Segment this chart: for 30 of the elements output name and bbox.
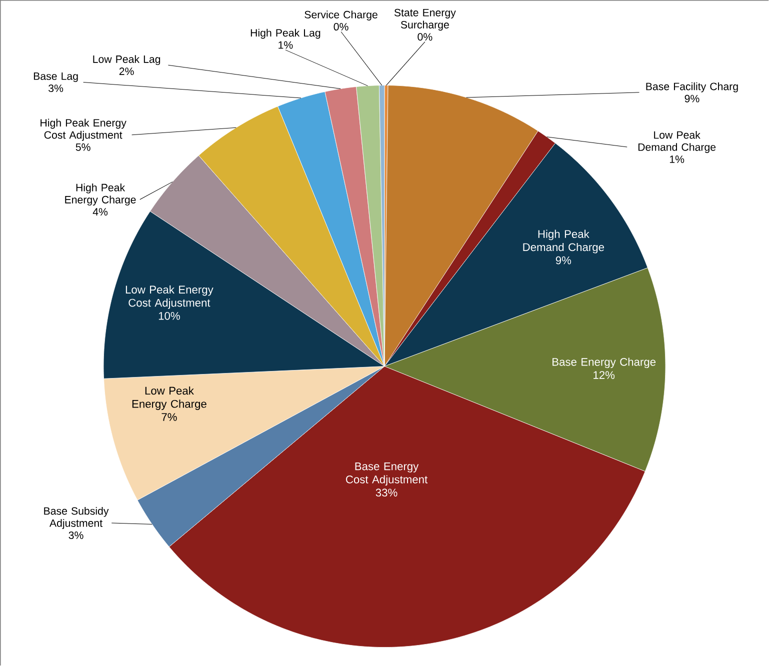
slice-label: State Energy Surcharge <box>394 8 456 31</box>
data-label: 9% <box>684 94 700 102</box>
data-label: 3% <box>48 84 64 92</box>
data-label: 2% <box>119 68 134 76</box>
data-label: 3% <box>68 532 84 540</box>
slice-label: High Peak Energy Cost Adjustment <box>40 118 126 141</box>
slice-label: Base Facility Charg <box>646 82 738 92</box>
slice-label: Service Charge <box>304 10 378 21</box>
data-label: 5% <box>76 143 90 151</box>
slice-label: High Peak Lag <box>250 28 320 39</box>
slice-label: Base Lag <box>34 72 78 82</box>
slice-label: Low Peak Lag <box>93 55 160 66</box>
data-label: 1% <box>670 156 684 164</box>
data-label: 1% <box>278 41 293 49</box>
slice-label: Base Energy Charge <box>552 358 656 368</box>
data-label: 0% <box>334 23 348 31</box>
data-label: 4% <box>92 208 108 216</box>
slice-label: Low Peak Demand Charge <box>638 131 716 154</box>
slice-label: High Peak Demand Charge <box>523 230 604 254</box>
data-label: 0% <box>418 33 432 41</box>
slice-label: Low Peak Energy Cost Adjustment <box>126 285 214 309</box>
data-label: 33% <box>376 488 398 497</box>
slice-label: High Peak Energy Charge <box>65 184 136 206</box>
slice-label: Base Subsidy Adjustment <box>44 506 109 530</box>
data-label: 12% <box>594 371 615 379</box>
data-label: 7% <box>162 413 177 421</box>
data-label: 10% <box>158 312 180 320</box>
slice-label: Low Peak Energy Charge <box>132 386 206 410</box>
slice-label: Base Energy Cost Adjustment <box>346 462 428 486</box>
data-label: 9% <box>556 256 572 264</box>
